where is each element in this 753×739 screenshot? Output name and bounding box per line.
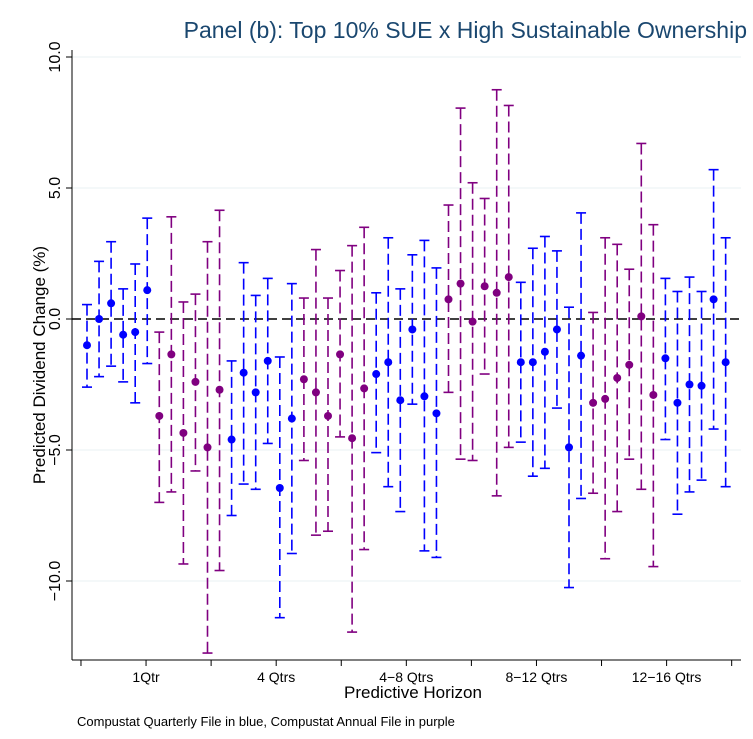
error-bar (106, 240, 117, 367)
chart-note: Compustat Quarterly File in blue, Compus… (77, 714, 455, 729)
data-point (348, 434, 357, 443)
data-point (155, 411, 164, 420)
points-layer (83, 273, 730, 492)
data-point (552, 325, 561, 334)
data-point (649, 390, 658, 399)
y-tick-label: 5.0 (47, 177, 64, 199)
data-point (589, 398, 598, 407)
data-point (565, 443, 573, 452)
data-point (275, 483, 284, 492)
data-point (673, 398, 682, 407)
x-group-label: 1Qtr (132, 669, 160, 685)
data-point (239, 368, 248, 377)
data-point (528, 358, 537, 367)
error-bar (310, 248, 321, 536)
data-point (311, 388, 320, 397)
data-point (408, 325, 417, 334)
error-bar (576, 212, 587, 500)
data-point (516, 358, 525, 367)
data-point (456, 279, 465, 288)
data-point (167, 350, 176, 359)
data-point (215, 385, 224, 394)
chart-title: Panel (b): Top 10% SUE x High Sustainabl… (184, 17, 747, 43)
error-bar (443, 204, 454, 394)
data-point (324, 411, 332, 420)
data-point (540, 347, 549, 356)
error-bar (624, 268, 635, 460)
error-bar (636, 142, 647, 491)
data-point (396, 396, 405, 405)
data-point (444, 295, 453, 304)
data-point (372, 370, 381, 379)
data-point (299, 375, 308, 384)
data-point (697, 381, 706, 390)
data-point (131, 328, 140, 337)
data-point (613, 373, 622, 382)
error-bar (720, 236, 731, 488)
data-point (95, 315, 104, 323)
y-axis-label: Predicted Dividend Change (%) (30, 246, 49, 484)
data-point (119, 330, 128, 339)
error-bar (684, 276, 695, 493)
error-bar (696, 290, 707, 481)
data-point (601, 394, 610, 403)
data-point (637, 312, 646, 321)
data-point (107, 299, 116, 308)
data-point (336, 350, 345, 359)
error-bar (515, 281, 526, 443)
data-point (480, 282, 489, 291)
data-point (468, 317, 477, 326)
y-tick-label: −10.0 (47, 561, 64, 602)
data-point (420, 392, 429, 401)
data-point (721, 358, 730, 367)
y-tick-label: −5.0 (47, 434, 64, 466)
error-bar (202, 240, 213, 654)
y-tick-label: 0.0 (47, 308, 64, 330)
x-group-label: 4−8 Qtrs (379, 669, 433, 685)
error-bar (383, 236, 394, 488)
data-point (685, 380, 694, 389)
error-bar (395, 288, 406, 513)
data-point (504, 273, 513, 282)
error-bar (491, 88, 502, 497)
error-bar (419, 239, 430, 552)
data-point (625, 360, 634, 369)
error-bar (226, 360, 237, 517)
x-group-label: 4 Qtrs (257, 669, 295, 685)
x-group-label: 8−12 Qtrs (506, 669, 568, 685)
error-bar (238, 261, 249, 485)
error-bar (118, 288, 129, 383)
error-bar (551, 250, 562, 409)
data-point (492, 288, 501, 297)
error-bar (672, 290, 683, 515)
error-bar (564, 306, 574, 589)
x-groups-layer: 1Qtr 4 Qtrs 4−8 Qtrs 8−12 Qtrs 12−16 Qtrs (80, 660, 733, 685)
data-point (709, 295, 718, 304)
y-tick-label: 10.0 (47, 41, 64, 72)
data-point (191, 377, 200, 386)
data-point (287, 414, 296, 423)
data-point (251, 388, 260, 397)
data-point (432, 409, 441, 418)
data-point (384, 358, 393, 367)
data-point (227, 435, 236, 444)
data-point (661, 354, 670, 363)
data-point (83, 341, 91, 350)
data-point (143, 286, 152, 295)
error-bar (455, 107, 466, 460)
data-point (577, 351, 586, 360)
error-bar (371, 291, 382, 454)
data-point (263, 356, 272, 365)
data-point (203, 443, 212, 452)
data-point (179, 428, 188, 437)
y-ticks-layer: −10.0 −5.0 0.0 5.0 10.0 (47, 41, 72, 601)
x-group-label: 12−16 Qtrs (632, 669, 702, 685)
x-axis-label: Predictive Horizon (344, 683, 482, 702)
data-point (360, 384, 369, 393)
